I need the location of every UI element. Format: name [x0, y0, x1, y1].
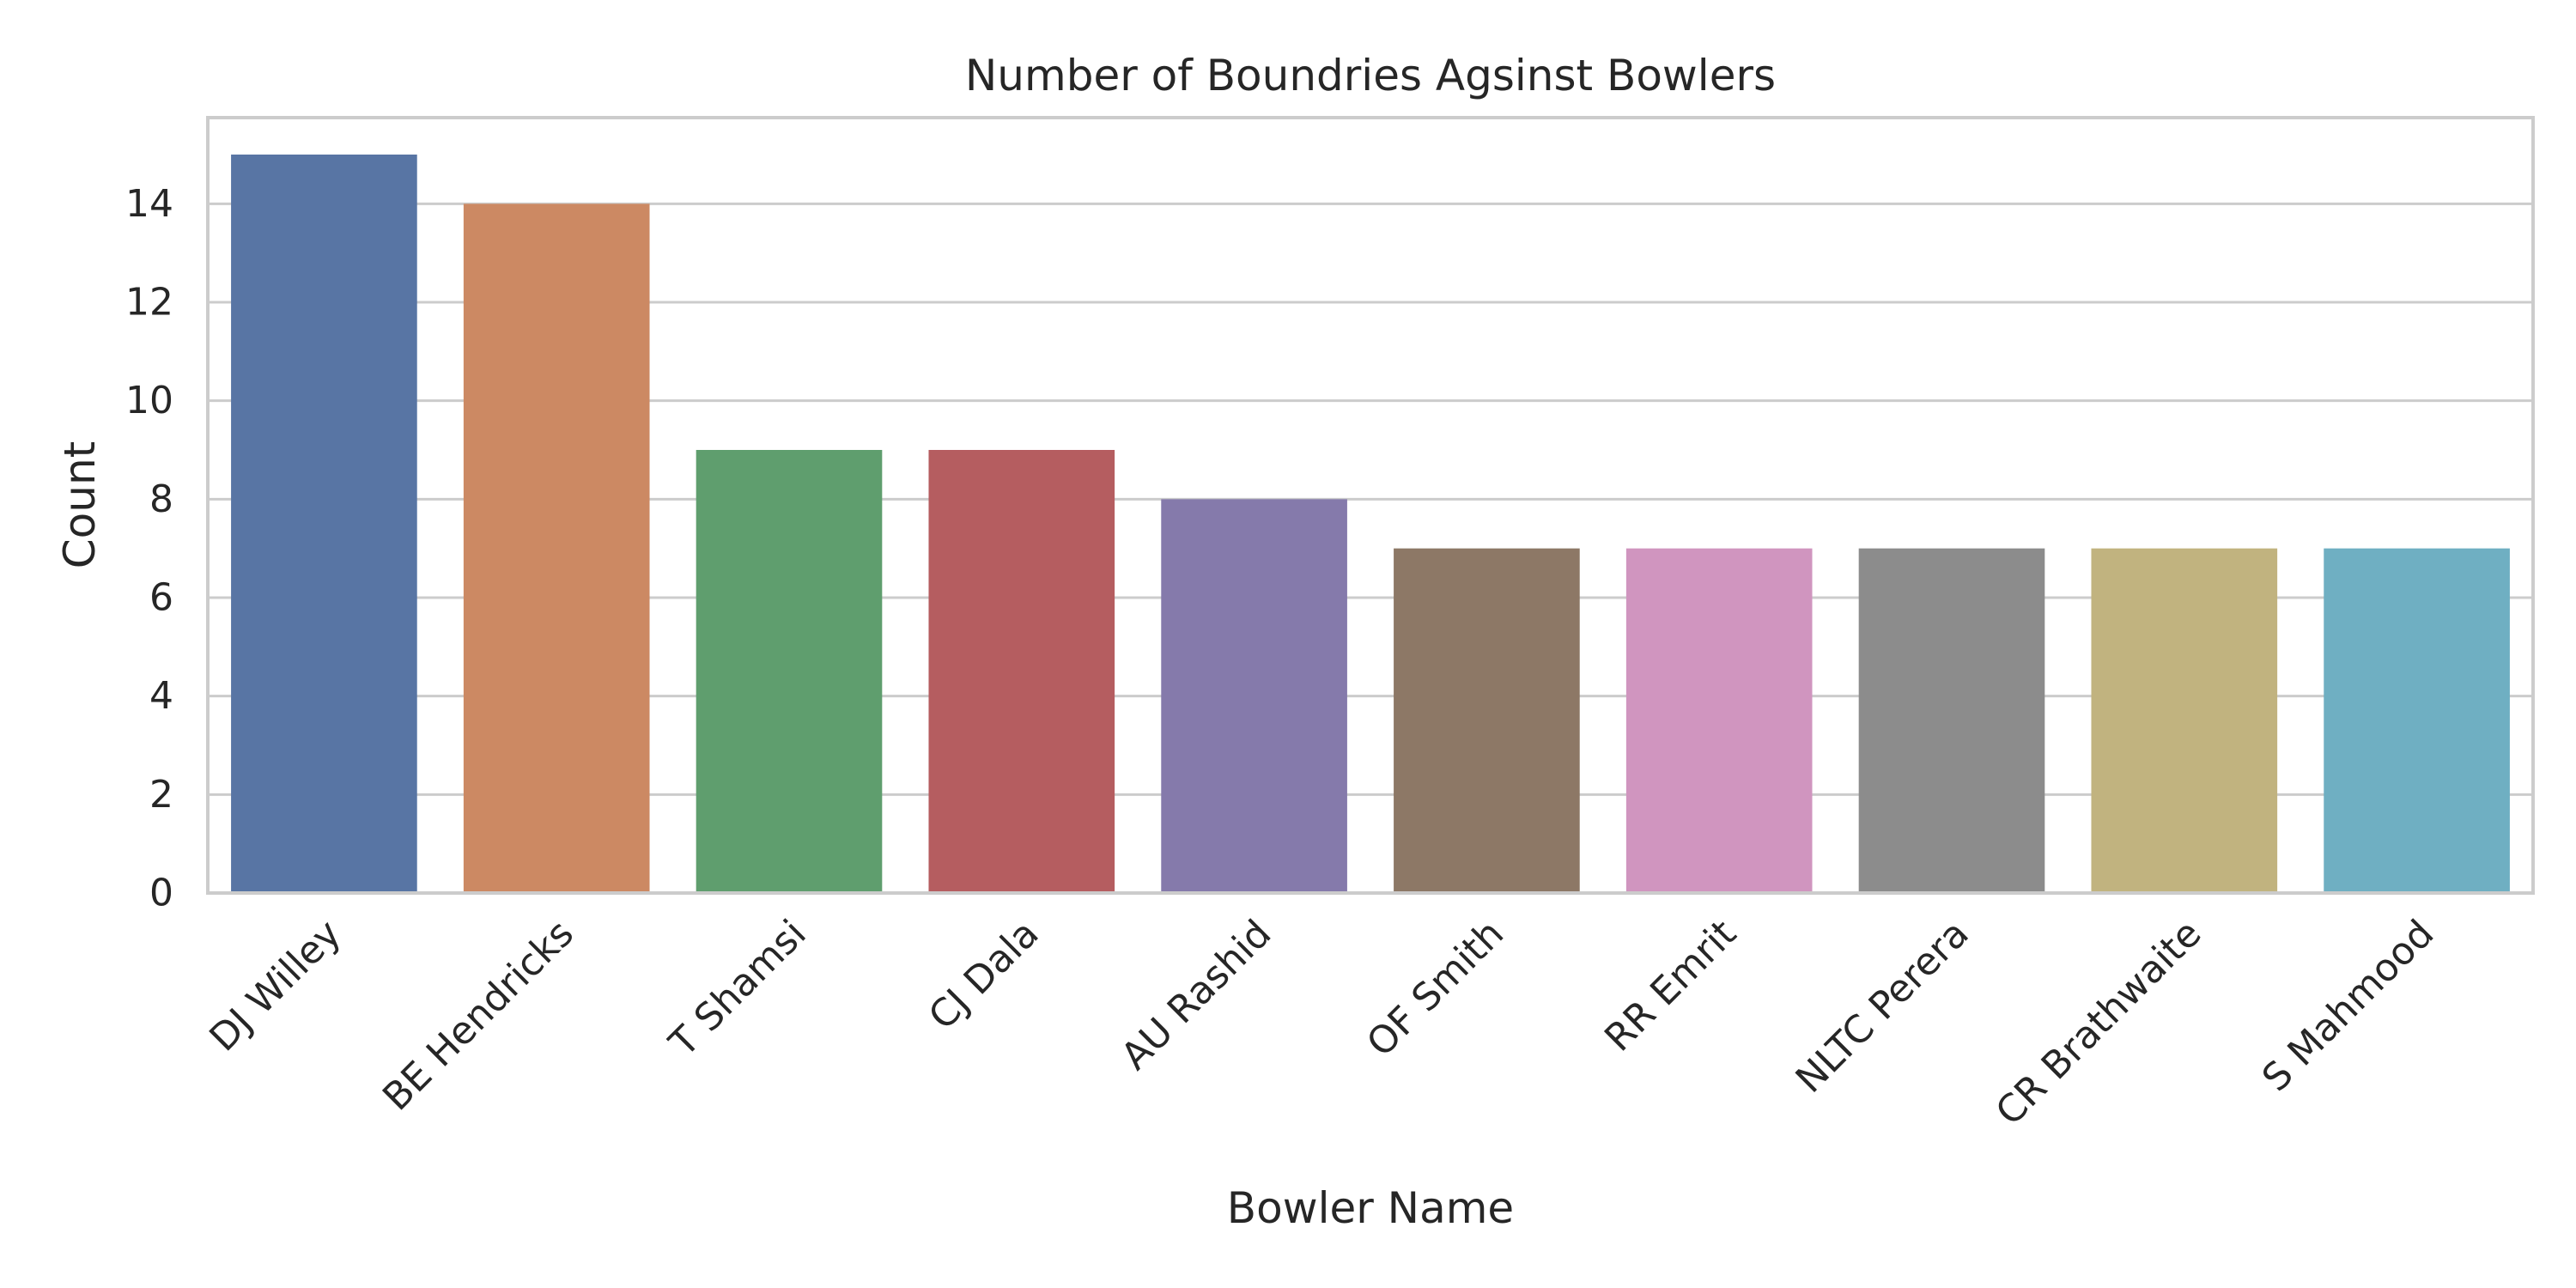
chart-title: Number of Boundries Agsinst Bowlers [965, 51, 1776, 100]
y-tick-label: 8 [149, 477, 173, 521]
bar [1394, 548, 1580, 893]
plot-frame [206, 116, 2535, 895]
y-tick-label: 0 [149, 872, 173, 915]
x-tick-labels: DJ Willey BE Hendricks T Shamsi CJ Dala AU R… [202, 912, 2443, 1134]
bar [1625, 548, 1813, 893]
x-tick-label: NLTC Perera [1788, 912, 1978, 1102]
y-tick-label: 10 [125, 379, 173, 422]
bar [1858, 548, 2045, 893]
x-tick-label: S Mahmood [2254, 912, 2442, 1100]
x-tick-label: T Shamsi [660, 912, 814, 1066]
bar [2324, 548, 2510, 893]
y-tick-label: 12 [125, 281, 173, 325]
x-tick-label: CJ Dala [920, 912, 1048, 1039]
bar [463, 204, 650, 894]
y-tick-label: 4 [149, 674, 173, 718]
bar [231, 155, 417, 893]
y-tick-labels: 0 2 4 6 8 10 12 14 [125, 182, 173, 915]
x-tick-label: OF Smith [1358, 912, 1512, 1066]
bar [696, 450, 883, 893]
bars [231, 155, 2510, 894]
x-axis-label: Bowler Name [1227, 1183, 1514, 1233]
bar [2091, 548, 2278, 893]
y-tick-label: 6 [149, 576, 173, 620]
x-tick-label: RR Emrit [1596, 912, 1745, 1060]
x-tick-label: DJ Willey [202, 912, 350, 1060]
y-tick-label: 14 [125, 182, 173, 226]
y-tick-label: 2 [149, 773, 173, 817]
x-tick-label: CR Brathwaite [1988, 912, 2210, 1134]
x-tick-label: BE Hendricks [374, 912, 582, 1120]
bar [928, 450, 1115, 893]
bar [1161, 499, 1347, 893]
y-axis-label: Count [55, 441, 105, 569]
x-tick-label: AU Rashid [1113, 912, 1279, 1078]
